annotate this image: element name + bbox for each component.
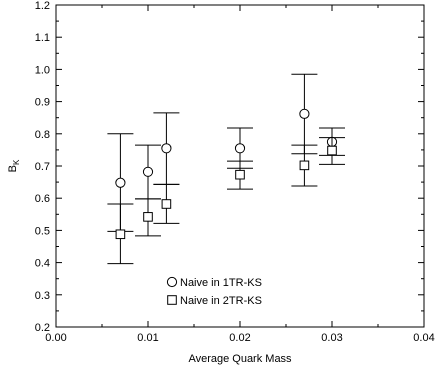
y-tick-label: 0.4 — [35, 258, 50, 270]
data-point-circle — [115, 177, 126, 188]
series-circle — [107, 73, 345, 232]
y-axis-title: BK — [7, 159, 21, 172]
x-tick-label: 0.03 — [321, 332, 342, 344]
data-point-square — [327, 145, 337, 156]
x-axis-title: Average Quark Mass — [188, 353, 292, 365]
data-point-square — [235, 169, 245, 180]
x-tick-label: 0.01 — [137, 332, 158, 344]
x-tick-label: 0.02 — [229, 332, 250, 344]
legend-square-icon — [167, 295, 177, 305]
legend-label: Naive in 1TR-KS — [180, 277, 262, 289]
legend-label: Naive in 2TR-KS — [180, 295, 262, 307]
legend-circle-icon — [166, 276, 178, 288]
y-tick-label: 1.0 — [35, 64, 50, 76]
y-axis-title-subscript: K — [12, 159, 21, 165]
y-tick-label: 0.9 — [35, 97, 50, 109]
y-tick-label: 1.1 — [35, 32, 50, 44]
data-point-square — [143, 212, 153, 222]
data-point-circle — [299, 108, 310, 119]
y-tick-label: 0.5 — [35, 225, 50, 237]
data-point-square — [299, 160, 310, 171]
y-tick-label: 0.2 — [35, 322, 50, 334]
axis-tick-labels: 0.2 0.3 0.4 0.5 0.6 0.7 0.8 0.9 1.0 1.1 1.2 0.00 0.0… — [35, 0, 435, 344]
data-point-square — [115, 229, 126, 240]
y-tick-label: 0.3 — [35, 290, 50, 302]
y-tick-label: 0.6 — [35, 193, 50, 205]
series-square — [107, 137, 345, 265]
legend: Naive in 1TR-KS Naive in 2TR-KS — [166, 276, 262, 307]
y-tick-label: 0.8 — [35, 129, 50, 141]
data-point-circle — [234, 143, 246, 154]
y-axis-title-main: B — [7, 165, 19, 172]
x-tick-label: 0.00 — [45, 332, 66, 344]
data-point-circle — [142, 166, 154, 177]
y-tick-label: 0.7 — [35, 161, 50, 173]
axis-ticks — [55, 4, 425, 328]
data-marks — [107, 73, 345, 265]
y-tick-label: 1.2 — [35, 0, 50, 12]
data-point-square — [161, 199, 172, 209]
data-point-circle — [161, 143, 172, 154]
x-tick-label: 0.04 — [413, 332, 434, 344]
